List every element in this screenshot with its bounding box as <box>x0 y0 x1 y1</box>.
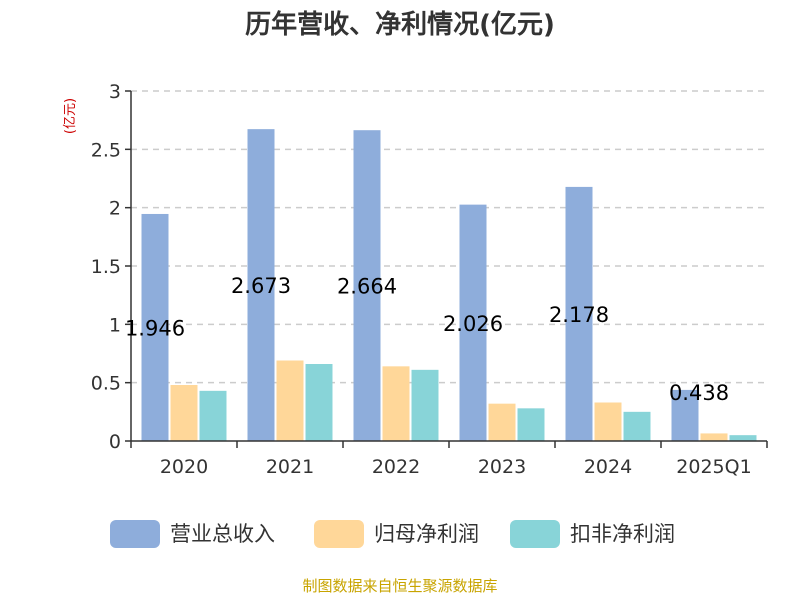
bars <box>141 129 757 442</box>
y-tick-label: 0.5 <box>91 373 121 395</box>
data-labels: 1.946 2.673 2.664 2.026 2.178 0.438 <box>125 274 729 405</box>
bar-3-2023[interactable] <box>517 408 545 441</box>
axes: 0 0.5 1 1.5 2 2.5 3 2020 2021 2022 2023 2024 2025Q1 <box>91 81 768 478</box>
y-tick-label: 3 <box>109 81 121 103</box>
x-tick-label: 2024 <box>584 456 632 478</box>
bar-2-2020[interactable] <box>170 385 198 441</box>
x-tick-label: 2021 <box>266 456 314 478</box>
bar-2-2024[interactable] <box>594 402 622 442</box>
y-tick-label: 1 <box>109 314 121 336</box>
bar-1-2021[interactable] <box>247 129 275 441</box>
grid-lines <box>131 90 767 384</box>
y-tick-label: 2.5 <box>91 139 121 161</box>
bar-2-2022[interactable] <box>382 366 410 441</box>
bar-3-2020[interactable] <box>199 390 227 441</box>
legend-item-3[interactable]: 扣非净利润 <box>510 520 675 548</box>
bar-3-2021[interactable] <box>305 364 333 441</box>
x-tick-label: 2023 <box>478 456 526 478</box>
bar-2-2021[interactable] <box>276 360 304 442</box>
source-note: 制图数据来自恒生聚源数据库 <box>302 577 497 595</box>
y-axis-label: (亿元) <box>63 98 78 134</box>
bar-1-2020[interactable] <box>141 213 169 441</box>
legend-swatch <box>110 520 160 548</box>
data-label: 1.946 <box>125 316 185 340</box>
bar-1-2025Q1[interactable] <box>671 389 699 441</box>
legend-item-1[interactable]: 营业总收入 <box>110 520 275 548</box>
bar-1-2023[interactable] <box>459 204 487 441</box>
x-tick-label: 2022 <box>372 456 420 478</box>
legend-swatch <box>510 520 560 548</box>
data-label: 2.178 <box>549 303 609 327</box>
legend-swatch <box>314 520 364 548</box>
chart-title: 历年营收、净利情况(亿元) <box>245 9 555 40</box>
legend-label: 归母净利润 <box>374 522 479 546</box>
x-tick-label: 2020 <box>160 456 208 478</box>
bar-3-2022[interactable] <box>411 369 439 441</box>
legend-item-2[interactable]: 归母净利润 <box>314 520 479 548</box>
data-label: 2.664 <box>337 275 397 299</box>
legend-label: 营业总收入 <box>170 522 275 546</box>
data-label: 2.026 <box>443 312 503 336</box>
y-tick-label: 2 <box>109 198 121 220</box>
data-label: 0.438 <box>669 381 729 405</box>
x-tick-label: 2025Q1 <box>676 456 751 478</box>
bar-3-2024[interactable] <box>623 411 651 441</box>
legend[interactable]: 营业总收入 归母净利润 扣非净利润 <box>110 520 675 548</box>
bar-1-2024[interactable] <box>565 186 593 441</box>
bar-2-2023[interactable] <box>488 403 516 441</box>
data-label: 2.673 <box>231 274 291 298</box>
bar-3-2025Q1[interactable] <box>729 435 757 441</box>
bar-1-2022[interactable] <box>353 130 381 441</box>
y-tick-label: 1.5 <box>91 256 121 278</box>
y-tick-label: 0 <box>109 431 121 453</box>
bar-2-2025Q1[interactable] <box>700 433 728 441</box>
legend-label: 扣非净利润 <box>570 522 675 546</box>
